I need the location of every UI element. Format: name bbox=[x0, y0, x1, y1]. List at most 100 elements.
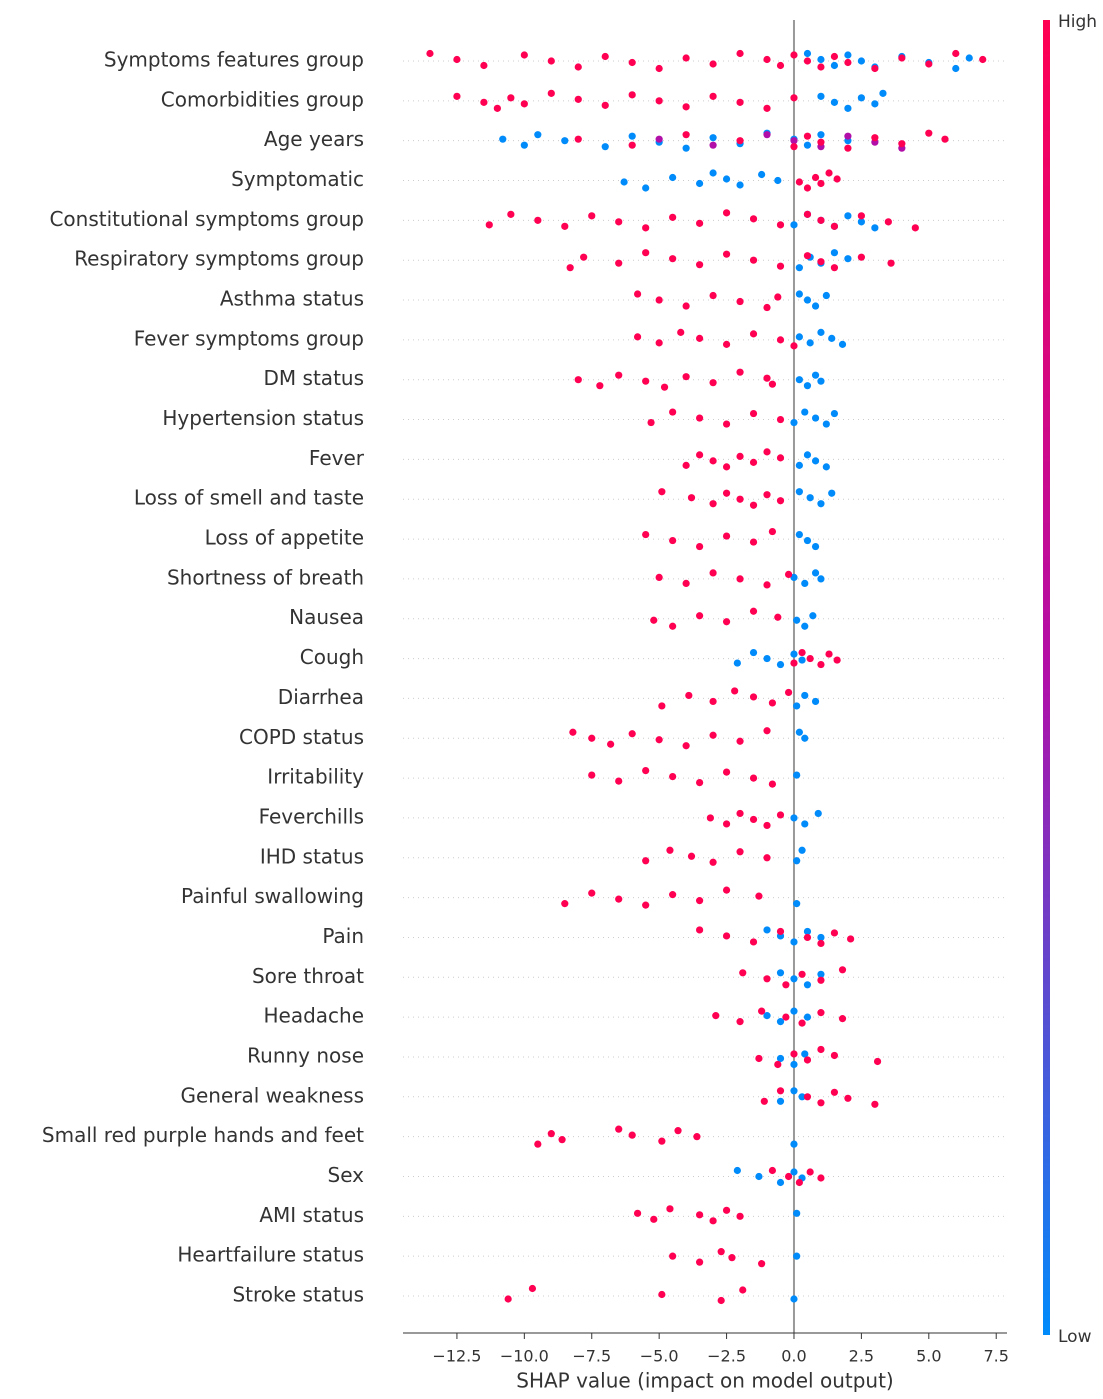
shap-point bbox=[817, 92, 825, 100]
shap-point bbox=[817, 933, 825, 942]
shap-point bbox=[952, 64, 960, 73]
shap-point bbox=[795, 728, 803, 736]
shap-point bbox=[795, 376, 803, 384]
shap-point bbox=[798, 970, 806, 978]
shap-point bbox=[803, 57, 812, 65]
shap-point bbox=[817, 500, 825, 508]
shap-point bbox=[790, 938, 798, 946]
shap-point bbox=[793, 900, 801, 908]
shap-point bbox=[776, 1097, 785, 1105]
shap-point bbox=[601, 101, 609, 109]
shap-point bbox=[844, 58, 852, 67]
shap-point bbox=[601, 52, 609, 61]
shap-point bbox=[588, 889, 596, 897]
shap-point bbox=[696, 334, 704, 342]
shap-point bbox=[749, 607, 758, 615]
shap-point bbox=[803, 451, 812, 459]
shap-point bbox=[736, 368, 744, 376]
shap-point bbox=[879, 89, 887, 97]
shap-point bbox=[658, 1290, 666, 1299]
shap-point bbox=[790, 342, 798, 350]
shap-point bbox=[803, 981, 812, 989]
shap-point bbox=[628, 58, 636, 67]
shap-point bbox=[669, 173, 677, 182]
shap-point bbox=[666, 1205, 674, 1213]
colorbar-high-label: High bbox=[1058, 12, 1097, 32]
shap-point bbox=[709, 169, 717, 177]
shap-point bbox=[830, 98, 839, 106]
shap-point bbox=[817, 1045, 825, 1054]
shap-point bbox=[628, 91, 636, 99]
shap-point bbox=[817, 63, 825, 71]
shap-point bbox=[480, 98, 488, 106]
shap-point bbox=[763, 975, 771, 983]
x-tick-label: −5.0 bbox=[640, 1347, 679, 1366]
shap-point bbox=[528, 1284, 537, 1293]
shap-point bbox=[655, 339, 663, 347]
shap-point bbox=[790, 221, 798, 229]
shap-point bbox=[795, 178, 803, 186]
shap-point bbox=[426, 49, 434, 58]
shap-point bbox=[803, 536, 812, 545]
shap-point bbox=[774, 613, 782, 621]
shap-point bbox=[615, 895, 623, 903]
shap-point bbox=[758, 1260, 766, 1268]
shap-point bbox=[669, 891, 677, 899]
shap-point bbox=[795, 333, 803, 341]
shap-point bbox=[722, 463, 731, 471]
shap-point bbox=[784, 570, 793, 579]
feature-label: Hypertension status bbox=[162, 406, 364, 430]
shap-point bbox=[709, 141, 717, 149]
shap-point bbox=[655, 573, 663, 582]
shap-point bbox=[763, 1012, 771, 1020]
feature-label: Painful swallowing bbox=[181, 884, 364, 908]
shap-point bbox=[669, 622, 677, 630]
shap-point bbox=[739, 1286, 747, 1294]
shap-point bbox=[830, 1051, 839, 1060]
shap-point bbox=[677, 328, 685, 336]
shap-point bbox=[776, 221, 785, 229]
shap-point bbox=[709, 291, 717, 300]
shap-point bbox=[790, 659, 798, 667]
shap-point bbox=[801, 691, 809, 700]
shap-point bbox=[682, 579, 690, 588]
shap-point bbox=[782, 981, 790, 989]
shap-point bbox=[682, 373, 690, 381]
feature-label: Loss of appetite bbox=[205, 526, 364, 550]
shap-point bbox=[795, 264, 803, 272]
shap-point bbox=[811, 302, 820, 310]
shap-point bbox=[801, 408, 809, 416]
shap-point bbox=[628, 132, 636, 140]
shap-point bbox=[749, 501, 758, 509]
feature-label: Pain bbox=[322, 924, 364, 948]
feature-label: Comorbidities group bbox=[161, 87, 364, 111]
shap-point bbox=[696, 451, 704, 459]
shap-point bbox=[615, 777, 623, 785]
shap-point bbox=[838, 966, 847, 974]
shap-point bbox=[615, 371, 623, 379]
shap-point bbox=[830, 52, 839, 61]
shap-point bbox=[693, 1133, 701, 1141]
shap-point bbox=[817, 258, 825, 266]
shap-point bbox=[566, 264, 574, 272]
shap-point bbox=[696, 414, 704, 422]
shap-point bbox=[763, 491, 771, 499]
shap-point bbox=[706, 814, 714, 822]
shap-point bbox=[838, 1015, 847, 1023]
shap-point bbox=[696, 926, 704, 934]
shap-point bbox=[736, 98, 744, 106]
shap-point bbox=[822, 463, 830, 471]
shap-point bbox=[803, 49, 812, 58]
shap-point bbox=[763, 303, 771, 312]
shap-point bbox=[795, 461, 803, 469]
shap-point bbox=[499, 135, 507, 143]
shap-point bbox=[736, 49, 744, 58]
shap-point bbox=[615, 1125, 623, 1133]
shap-point bbox=[669, 408, 677, 416]
shap-point bbox=[534, 1140, 542, 1148]
shap-point bbox=[768, 527, 777, 536]
shap-point bbox=[660, 383, 669, 391]
shap-point bbox=[803, 184, 812, 192]
shap-point bbox=[790, 1007, 798, 1015]
shap-point bbox=[736, 575, 744, 583]
